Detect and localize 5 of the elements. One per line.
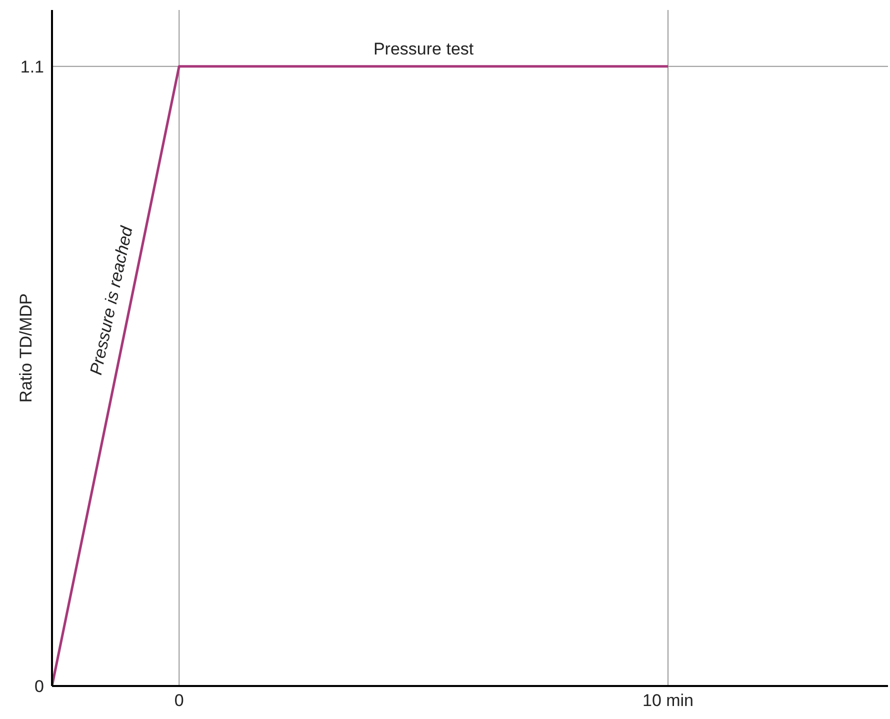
x-tick-label: 10 min <box>642 691 694 710</box>
annotation: Pressure test <box>373 39 474 58</box>
y-tick-label: 1.1 <box>20 57 44 76</box>
y-axis-title: Ratio TD/MDP <box>16 293 36 403</box>
annotation: Pressure is reached <box>86 224 137 377</box>
